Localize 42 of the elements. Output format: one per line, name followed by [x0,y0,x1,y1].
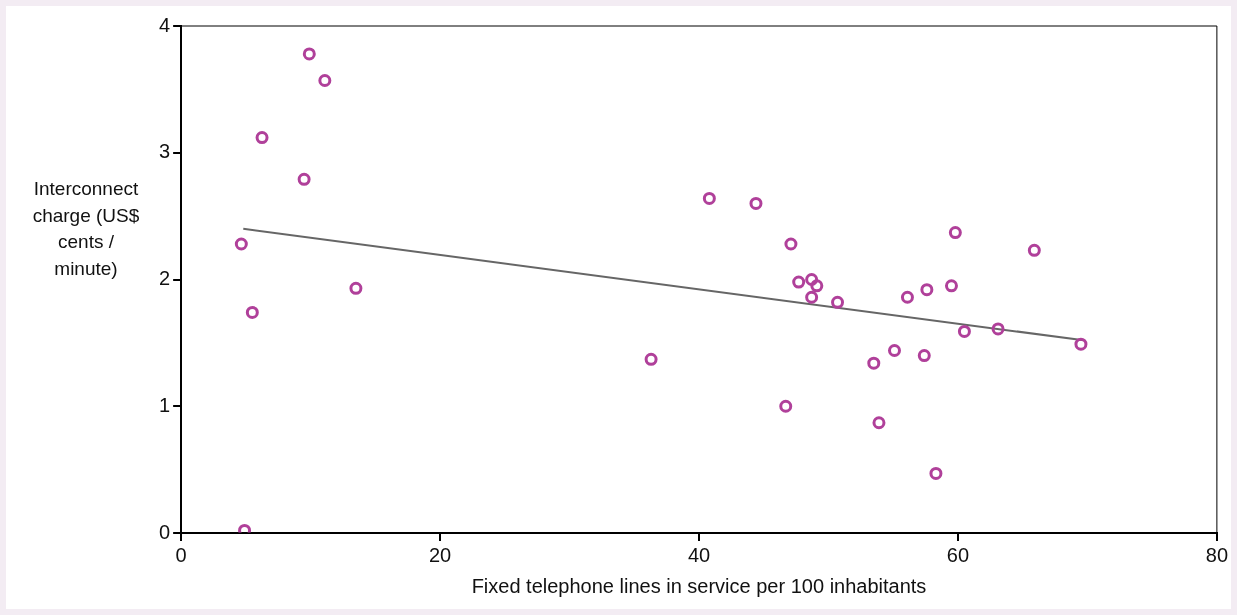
point [302,47,316,61]
point [888,343,901,357]
point [867,356,881,370]
x-tick-label: 80 [1205,543,1228,566]
point [920,283,934,297]
y-tick-label: 4 [159,13,171,36]
point [318,74,332,87]
point [929,466,943,480]
point [1027,243,1041,257]
y-tick-label: 3 [159,140,171,163]
point [255,131,269,145]
point [702,191,716,205]
point [900,290,914,304]
point [779,399,793,413]
point [644,352,658,366]
y-tick-label: 2 [159,267,171,290]
y-tick-label: 1 [159,393,171,416]
x-tick-label: 20 [428,543,452,566]
point [810,279,824,293]
point [792,275,806,289]
x-axis-title: Fixed telephone lines in service per 100 inhabitants [471,574,927,597]
point [297,172,311,186]
point [234,237,248,251]
point [349,281,363,295]
point [245,305,259,319]
point [944,279,958,293]
point [805,273,819,286]
point [991,322,1005,336]
point [784,237,798,251]
point [872,416,886,430]
x-tick-label: 60 [946,543,970,566]
point [831,295,845,309]
point [917,349,931,363]
point [957,324,971,338]
x-tick-label: 40 [687,543,711,566]
point [948,226,962,240]
point [749,196,763,210]
point [1074,337,1088,351]
y-axis-title: Interconnect charge (US$ cents / minute) [31,177,141,281]
y-tick-label: 0 [159,520,171,543]
point [805,290,819,304]
x-tick-label: 0 [175,543,187,566]
